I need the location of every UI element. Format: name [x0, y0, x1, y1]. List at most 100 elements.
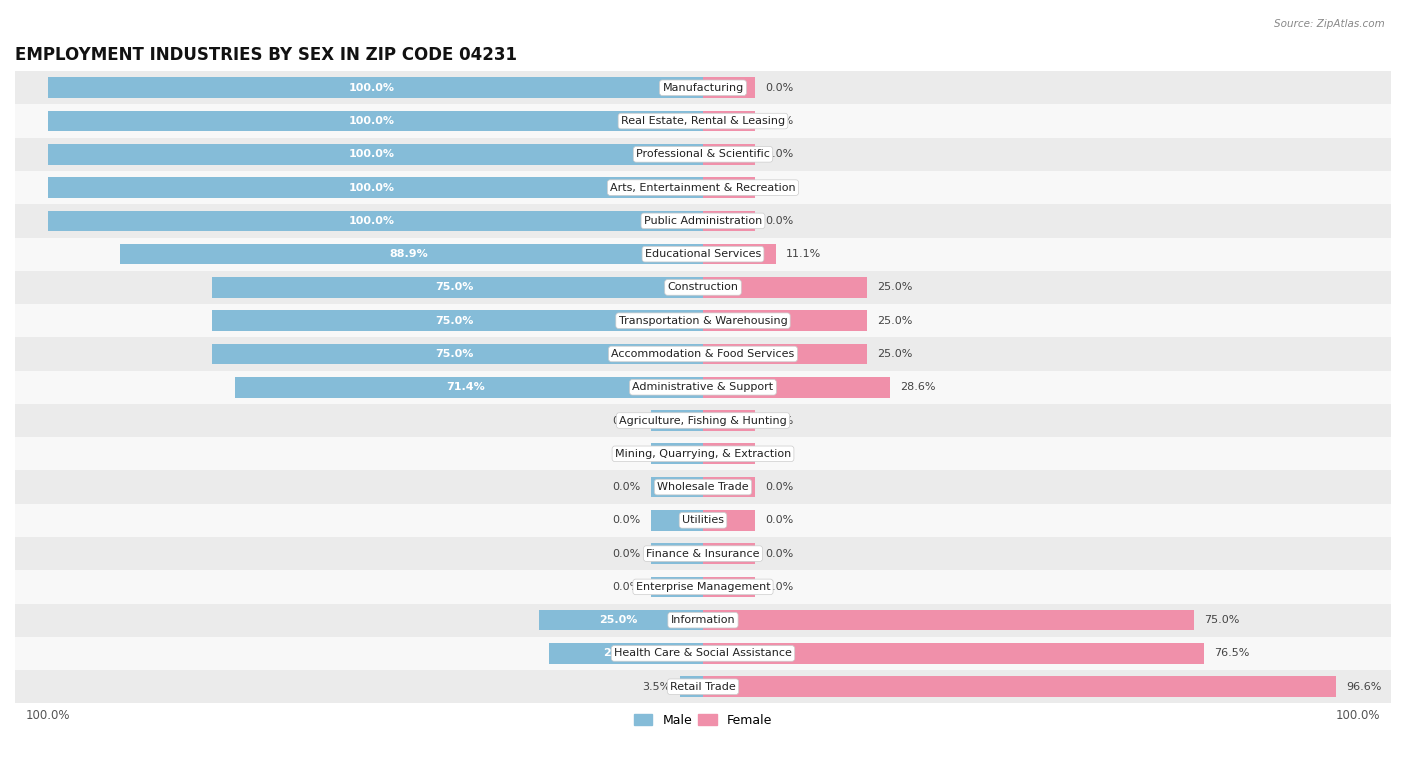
Bar [703, 677, 1336, 697]
Text: Source: ZipAtlas.com: Source: ZipAtlas.com [1274, 19, 1385, 29]
Bar [651, 476, 703, 497]
Bar [15, 637, 1391, 670]
Text: Arts, Entertainment & Recreation: Arts, Entertainment & Recreation [610, 182, 796, 192]
Text: Transportation & Warehousing: Transportation & Warehousing [619, 316, 787, 326]
Bar [211, 344, 703, 364]
Text: Finance & Insurance: Finance & Insurance [647, 549, 759, 559]
Bar [703, 277, 868, 298]
Text: 75.0%: 75.0% [434, 282, 474, 293]
Bar [48, 177, 703, 198]
Text: 3.5%: 3.5% [643, 681, 671, 691]
Text: 0.0%: 0.0% [613, 549, 641, 559]
Bar [15, 437, 1391, 470]
Bar [703, 344, 868, 364]
Bar [703, 244, 776, 265]
Text: Wholesale Trade: Wholesale Trade [657, 482, 749, 492]
Text: 11.1%: 11.1% [786, 249, 821, 259]
Text: 96.6%: 96.6% [1346, 681, 1381, 691]
Text: 0.0%: 0.0% [765, 116, 793, 126]
Text: 28.6%: 28.6% [900, 383, 936, 392]
Bar [703, 510, 755, 531]
Bar [48, 144, 703, 165]
Text: Utilities: Utilities [682, 515, 724, 525]
Legend: Male, Female: Male, Female [628, 708, 778, 732]
Bar [15, 237, 1391, 271]
Bar [48, 210, 703, 231]
Bar [15, 171, 1391, 204]
Bar [651, 510, 703, 531]
Text: Educational Services: Educational Services [645, 249, 761, 259]
Bar [15, 470, 1391, 504]
Text: 100.0%: 100.0% [349, 216, 395, 226]
Bar [15, 71, 1391, 105]
Bar [15, 504, 1391, 537]
Text: 0.0%: 0.0% [765, 415, 793, 425]
Text: 25.0%: 25.0% [876, 316, 912, 326]
Text: 0.0%: 0.0% [765, 149, 793, 159]
Text: 25.0%: 25.0% [876, 282, 912, 293]
Bar [15, 604, 1391, 637]
Text: 0.0%: 0.0% [613, 449, 641, 459]
Text: 0.0%: 0.0% [613, 582, 641, 592]
Text: EMPLOYMENT INDUSTRIES BY SEX IN ZIP CODE 04231: EMPLOYMENT INDUSTRIES BY SEX IN ZIP CODE… [15, 46, 517, 64]
Bar [15, 537, 1391, 570]
Text: 0.0%: 0.0% [765, 216, 793, 226]
Bar [703, 411, 755, 431]
Text: 25.0%: 25.0% [876, 349, 912, 359]
Bar [15, 338, 1391, 371]
Bar [15, 105, 1391, 137]
Bar [651, 411, 703, 431]
Text: Public Administration: Public Administration [644, 216, 762, 226]
Bar [15, 404, 1391, 437]
Bar [15, 570, 1391, 604]
Bar [15, 137, 1391, 171]
Bar [48, 111, 703, 131]
Text: Manufacturing: Manufacturing [662, 83, 744, 93]
Bar [211, 277, 703, 298]
Text: 0.0%: 0.0% [765, 449, 793, 459]
Text: 0.0%: 0.0% [613, 482, 641, 492]
Bar [651, 577, 703, 598]
Text: Retail Trade: Retail Trade [671, 681, 735, 691]
Bar [235, 377, 703, 397]
Text: 88.9%: 88.9% [389, 249, 427, 259]
Text: 0.0%: 0.0% [765, 582, 793, 592]
Bar [211, 310, 703, 331]
Bar [703, 377, 890, 397]
Bar [681, 677, 703, 697]
Text: 0.0%: 0.0% [613, 515, 641, 525]
Text: Administrative & Support: Administrative & Support [633, 383, 773, 392]
Text: Health Care & Social Assistance: Health Care & Social Assistance [614, 649, 792, 659]
Bar [651, 543, 703, 564]
Text: 75.0%: 75.0% [1205, 615, 1240, 625]
Bar [121, 244, 703, 265]
Bar [703, 443, 755, 464]
Bar [703, 543, 755, 564]
Bar [703, 476, 755, 497]
Text: 0.0%: 0.0% [765, 182, 793, 192]
Text: Enterprise Management: Enterprise Management [636, 582, 770, 592]
Text: 71.4%: 71.4% [447, 383, 485, 392]
Bar [703, 177, 755, 198]
Bar [703, 144, 755, 165]
Text: 0.0%: 0.0% [613, 415, 641, 425]
Text: Construction: Construction [668, 282, 738, 293]
Text: 0.0%: 0.0% [765, 515, 793, 525]
Bar [703, 610, 1195, 630]
Bar [703, 78, 755, 98]
Bar [538, 610, 703, 630]
Text: 100.0%: 100.0% [349, 149, 395, 159]
Bar [15, 371, 1391, 404]
Text: 75.0%: 75.0% [434, 316, 474, 326]
Text: Professional & Scientific: Professional & Scientific [636, 149, 770, 159]
Bar [15, 304, 1391, 338]
Text: 0.0%: 0.0% [765, 549, 793, 559]
Bar [703, 210, 755, 231]
Bar [548, 643, 703, 663]
Text: 100.0%: 100.0% [349, 116, 395, 126]
Bar [703, 111, 755, 131]
Bar [15, 271, 1391, 304]
Bar [48, 78, 703, 98]
Text: 100.0%: 100.0% [349, 182, 395, 192]
Text: 100.0%: 100.0% [349, 83, 395, 93]
